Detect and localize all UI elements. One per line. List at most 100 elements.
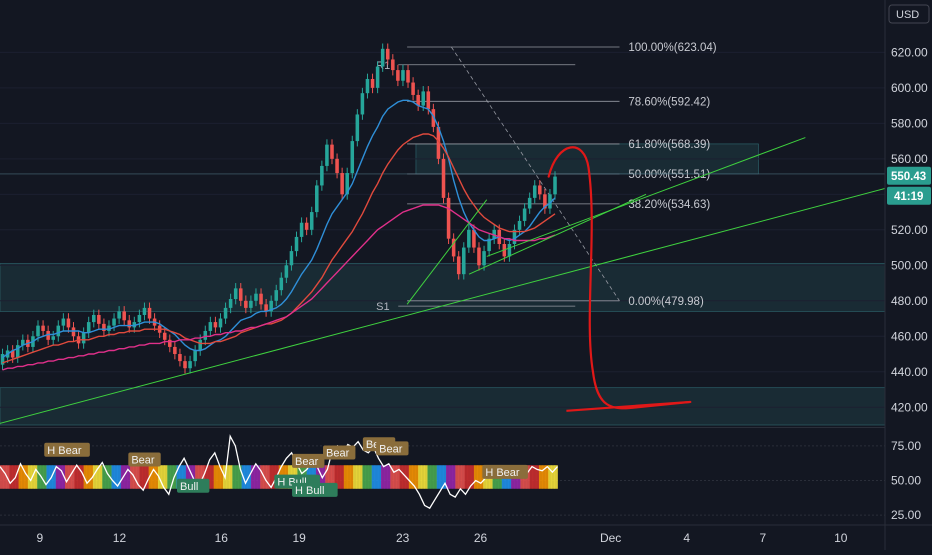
osc-heat-cell [3,465,7,489]
candle-body [325,144,329,166]
osc-heat-cell [204,465,208,489]
osc-heat-cell [99,465,103,489]
candle-body [522,208,527,221]
osc-heat-cell [232,465,236,489]
candle-body [10,350,15,358]
candle-body [294,236,299,252]
current-price-value: 550.43 [891,171,926,183]
candle-body [81,332,86,344]
osc-heat-cell [46,465,50,489]
osc-heat-cell [551,465,555,489]
candle-body [91,314,96,323]
osc-heat-cell [405,465,410,489]
osc-heat-cell [260,465,264,489]
time-tick-label: 26 [474,531,488,545]
fib-label: 38.20%(534.63) [628,199,710,211]
osc-heat-cell [52,465,57,489]
trendline [486,137,806,257]
candle-body [416,94,420,106]
osc-signal-label: Bear [295,456,319,468]
price-tick-label: 520.00 [891,223,928,237]
osc-heat-cell [219,465,224,489]
candle-body [431,109,436,127]
level-label: S1 [376,301,389,313]
currency-selector[interactable]: USD [888,4,930,24]
osc-heat-cell [86,465,91,489]
osc-heat-cell [356,465,360,489]
osc-heat-cell [415,465,419,489]
osc-heat-cell [319,465,323,489]
osc-heat-cell [111,465,115,489]
osc-heat-cell [12,465,16,489]
price-axis-bg [885,0,932,550]
candle-body [21,339,25,346]
candle-body [512,229,517,245]
countdown-badge [887,186,931,205]
candle-body [15,345,20,358]
osc-heat-cell [399,465,403,489]
osc-heat-cell [207,465,211,489]
osc-heat-cell [216,465,221,489]
osc-heat-cell [402,465,407,489]
currency-label: USD [896,9,919,21]
osc-heat-cell [458,465,462,489]
candle-body [472,229,476,248]
price-tick-label: 480.00 [891,294,928,308]
osc-signal-badge [376,441,409,456]
osc-heat-cell [328,465,332,489]
fib-label: 100.00%(623.04) [628,42,716,54]
candle-body [238,288,243,301]
osc-heat-cell [198,465,202,489]
osc-signal-label: H Bear [47,445,82,457]
time-tick-label: 16 [215,531,229,545]
candle-body [543,194,547,209]
osc-heat-cell [126,465,131,489]
price-tick-label: 420.00 [891,400,928,414]
osc-heat-cell [182,465,187,489]
candle-body [183,361,187,369]
osc-heat-cell [480,465,484,489]
time-tick-label: 4 [683,531,690,545]
candle-body [492,229,496,239]
osc-heat-cell [322,465,326,489]
candle-body [517,220,522,230]
candle-body [396,70,400,81]
osc-heat-cell [446,465,450,489]
osc-heat-cell [139,465,143,489]
candle-body [279,277,284,291]
osc-heat-cell [34,465,38,489]
price-badges: 550.43 41:19 [887,166,931,205]
osc-heat-cell [263,465,267,489]
osc-heat-cell [213,465,218,489]
osc-heat-cell [226,465,230,489]
candle-body [436,126,441,159]
osc-heat-cell [337,465,342,489]
osc-heat-cell [331,465,335,489]
time-tick-label: 12 [113,531,127,545]
osc-heat-cell [371,465,376,489]
osc-signal-label: Bear [326,448,350,460]
zone-band [0,387,886,426]
candle-body [107,325,111,331]
osc-heat-cell [436,465,441,489]
candle-body [71,327,76,337]
trendline [406,199,488,305]
candle-body [274,290,279,301]
candle-body [223,307,228,319]
candle-body [487,238,491,252]
candle-body [173,346,177,355]
osc-signal-label: H Bull [295,485,324,497]
osc-heat-cell [74,465,78,489]
osc-heat-cell [117,465,122,489]
osc-heat-cell [15,465,19,489]
osc-heat-cell [43,465,47,489]
candle-body [86,322,91,333]
osc-heat-cell [272,465,276,489]
price-tick-label: 600.00 [891,81,928,95]
osc-heat-cell [548,465,552,489]
price-tick-label: 500.00 [891,258,928,272]
osc-heat-cell [396,465,400,489]
osc-heat-cell [427,465,431,489]
osc-heat-cell [102,465,106,489]
